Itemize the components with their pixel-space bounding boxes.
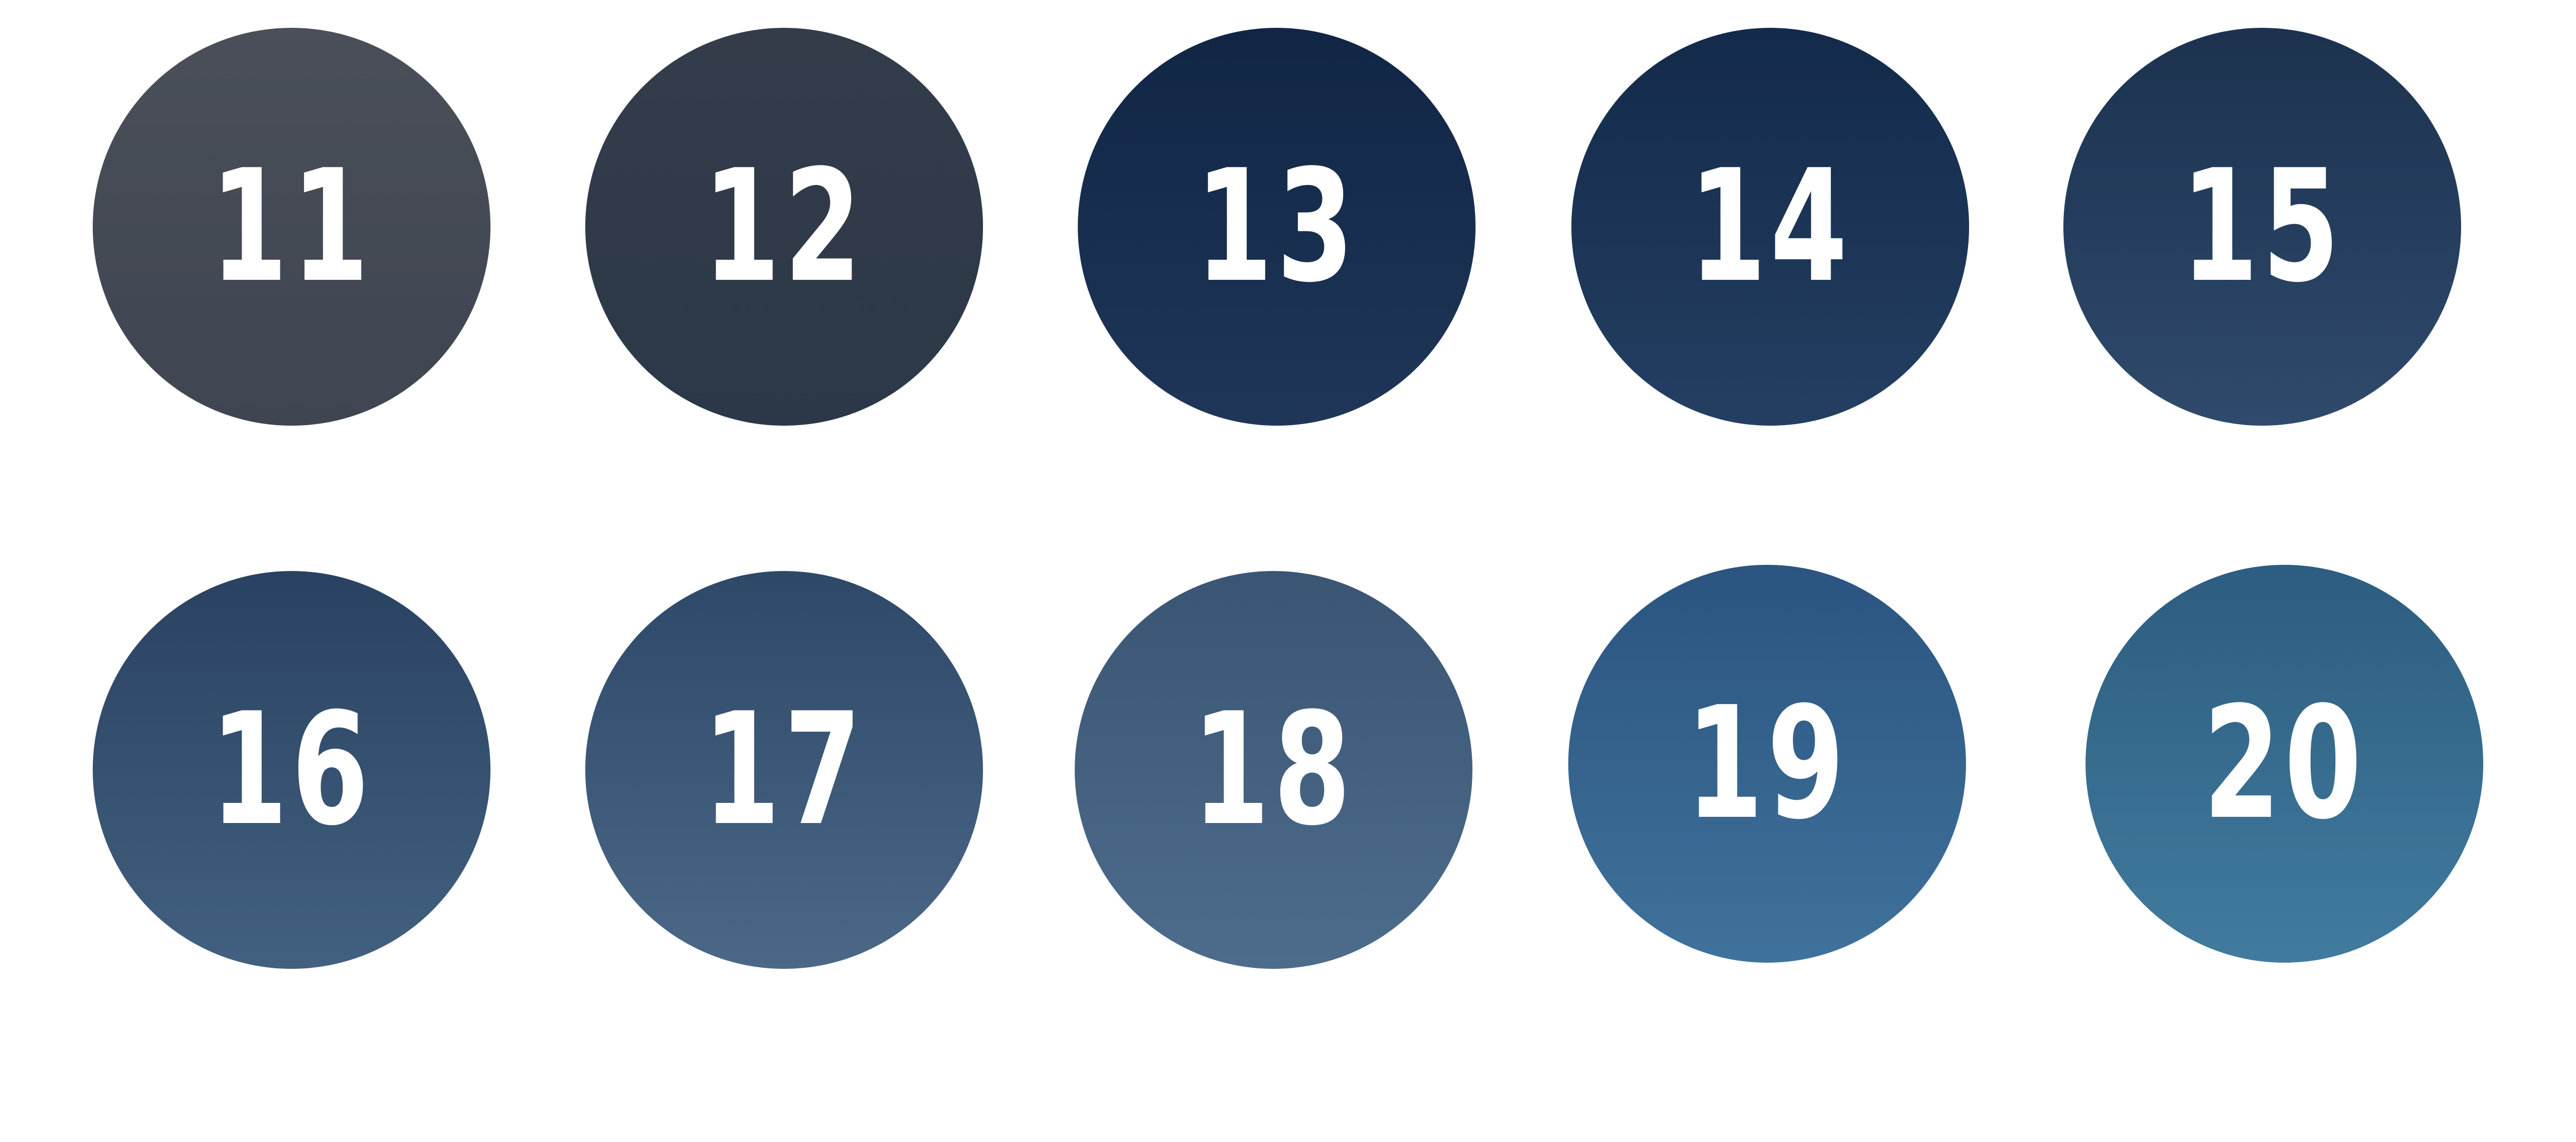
- number-badge-15: 15: [2063, 28, 2461, 426]
- badge-label: 14: [1689, 137, 1852, 316]
- badge-label: 11: [210, 137, 373, 316]
- badge-label: 19: [1686, 674, 1849, 853]
- number-badge-17: 17: [585, 571, 983, 969]
- badge-label: 13: [1195, 137, 1358, 316]
- badge-label: 20: [2203, 674, 2366, 853]
- number-badge-12: 12: [585, 28, 983, 426]
- number-badge-16: 16: [93, 571, 490, 969]
- badge-label: 18: [1192, 680, 1355, 860]
- number-badge-19: 19: [1568, 565, 1966, 963]
- number-badge-11: 11: [93, 28, 490, 426]
- number-badge-20: 20: [2086, 565, 2483, 963]
- badge-label: 17: [703, 680, 866, 860]
- number-badge-18: 18: [1075, 571, 1472, 969]
- badge-label: 16: [210, 680, 373, 860]
- number-badge-14: 14: [1571, 28, 1969, 426]
- badge-label: 12: [703, 137, 866, 316]
- number-badge-13: 13: [1078, 28, 1476, 426]
- badge-label: 15: [2181, 137, 2344, 316]
